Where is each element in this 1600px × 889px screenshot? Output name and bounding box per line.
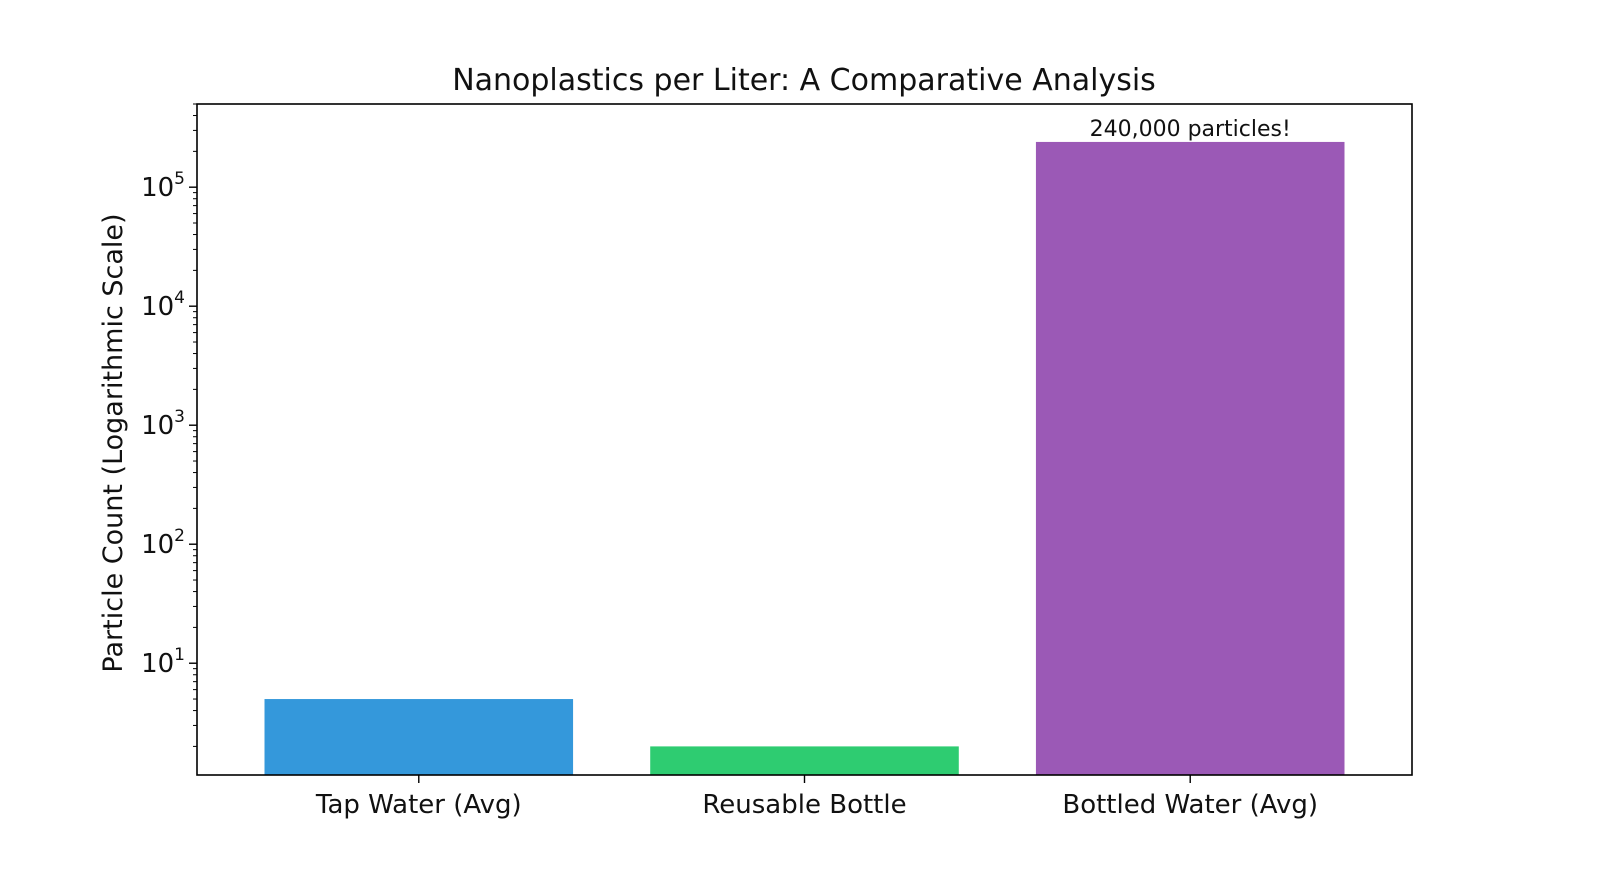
y-axis: 101 102 103 104 105 [141,103,197,747]
chart-title: Nanoplastics per Liter: A Comparative An… [452,63,1156,98]
bar [264,699,574,775]
bar-annotation: 240,000 particles! [1090,117,1291,142]
y-tick-label: 102 [141,526,185,560]
x-tick-label: Reusable Bottle [702,790,906,820]
x-tick-label: Tap Water (Avg) [315,790,522,820]
y-tick-label: 104 [141,288,185,322]
bars-layer [264,141,1345,775]
x-tick-label: Bottled Water (Avg) [1062,790,1318,820]
annotations: 240,000 particles! [1090,117,1291,142]
bar [1035,141,1345,775]
y-tick-label: 101 [141,645,185,679]
bar [650,746,959,775]
x-axis: Tap Water (Avg) Reusable Bottle Bottled Wa… [315,775,1318,820]
y-axis-label: Particle Count (Logarithmic Scale) [98,213,129,672]
y-tick-label: 103 [141,407,185,441]
y-tick-label: 105 [141,169,185,203]
